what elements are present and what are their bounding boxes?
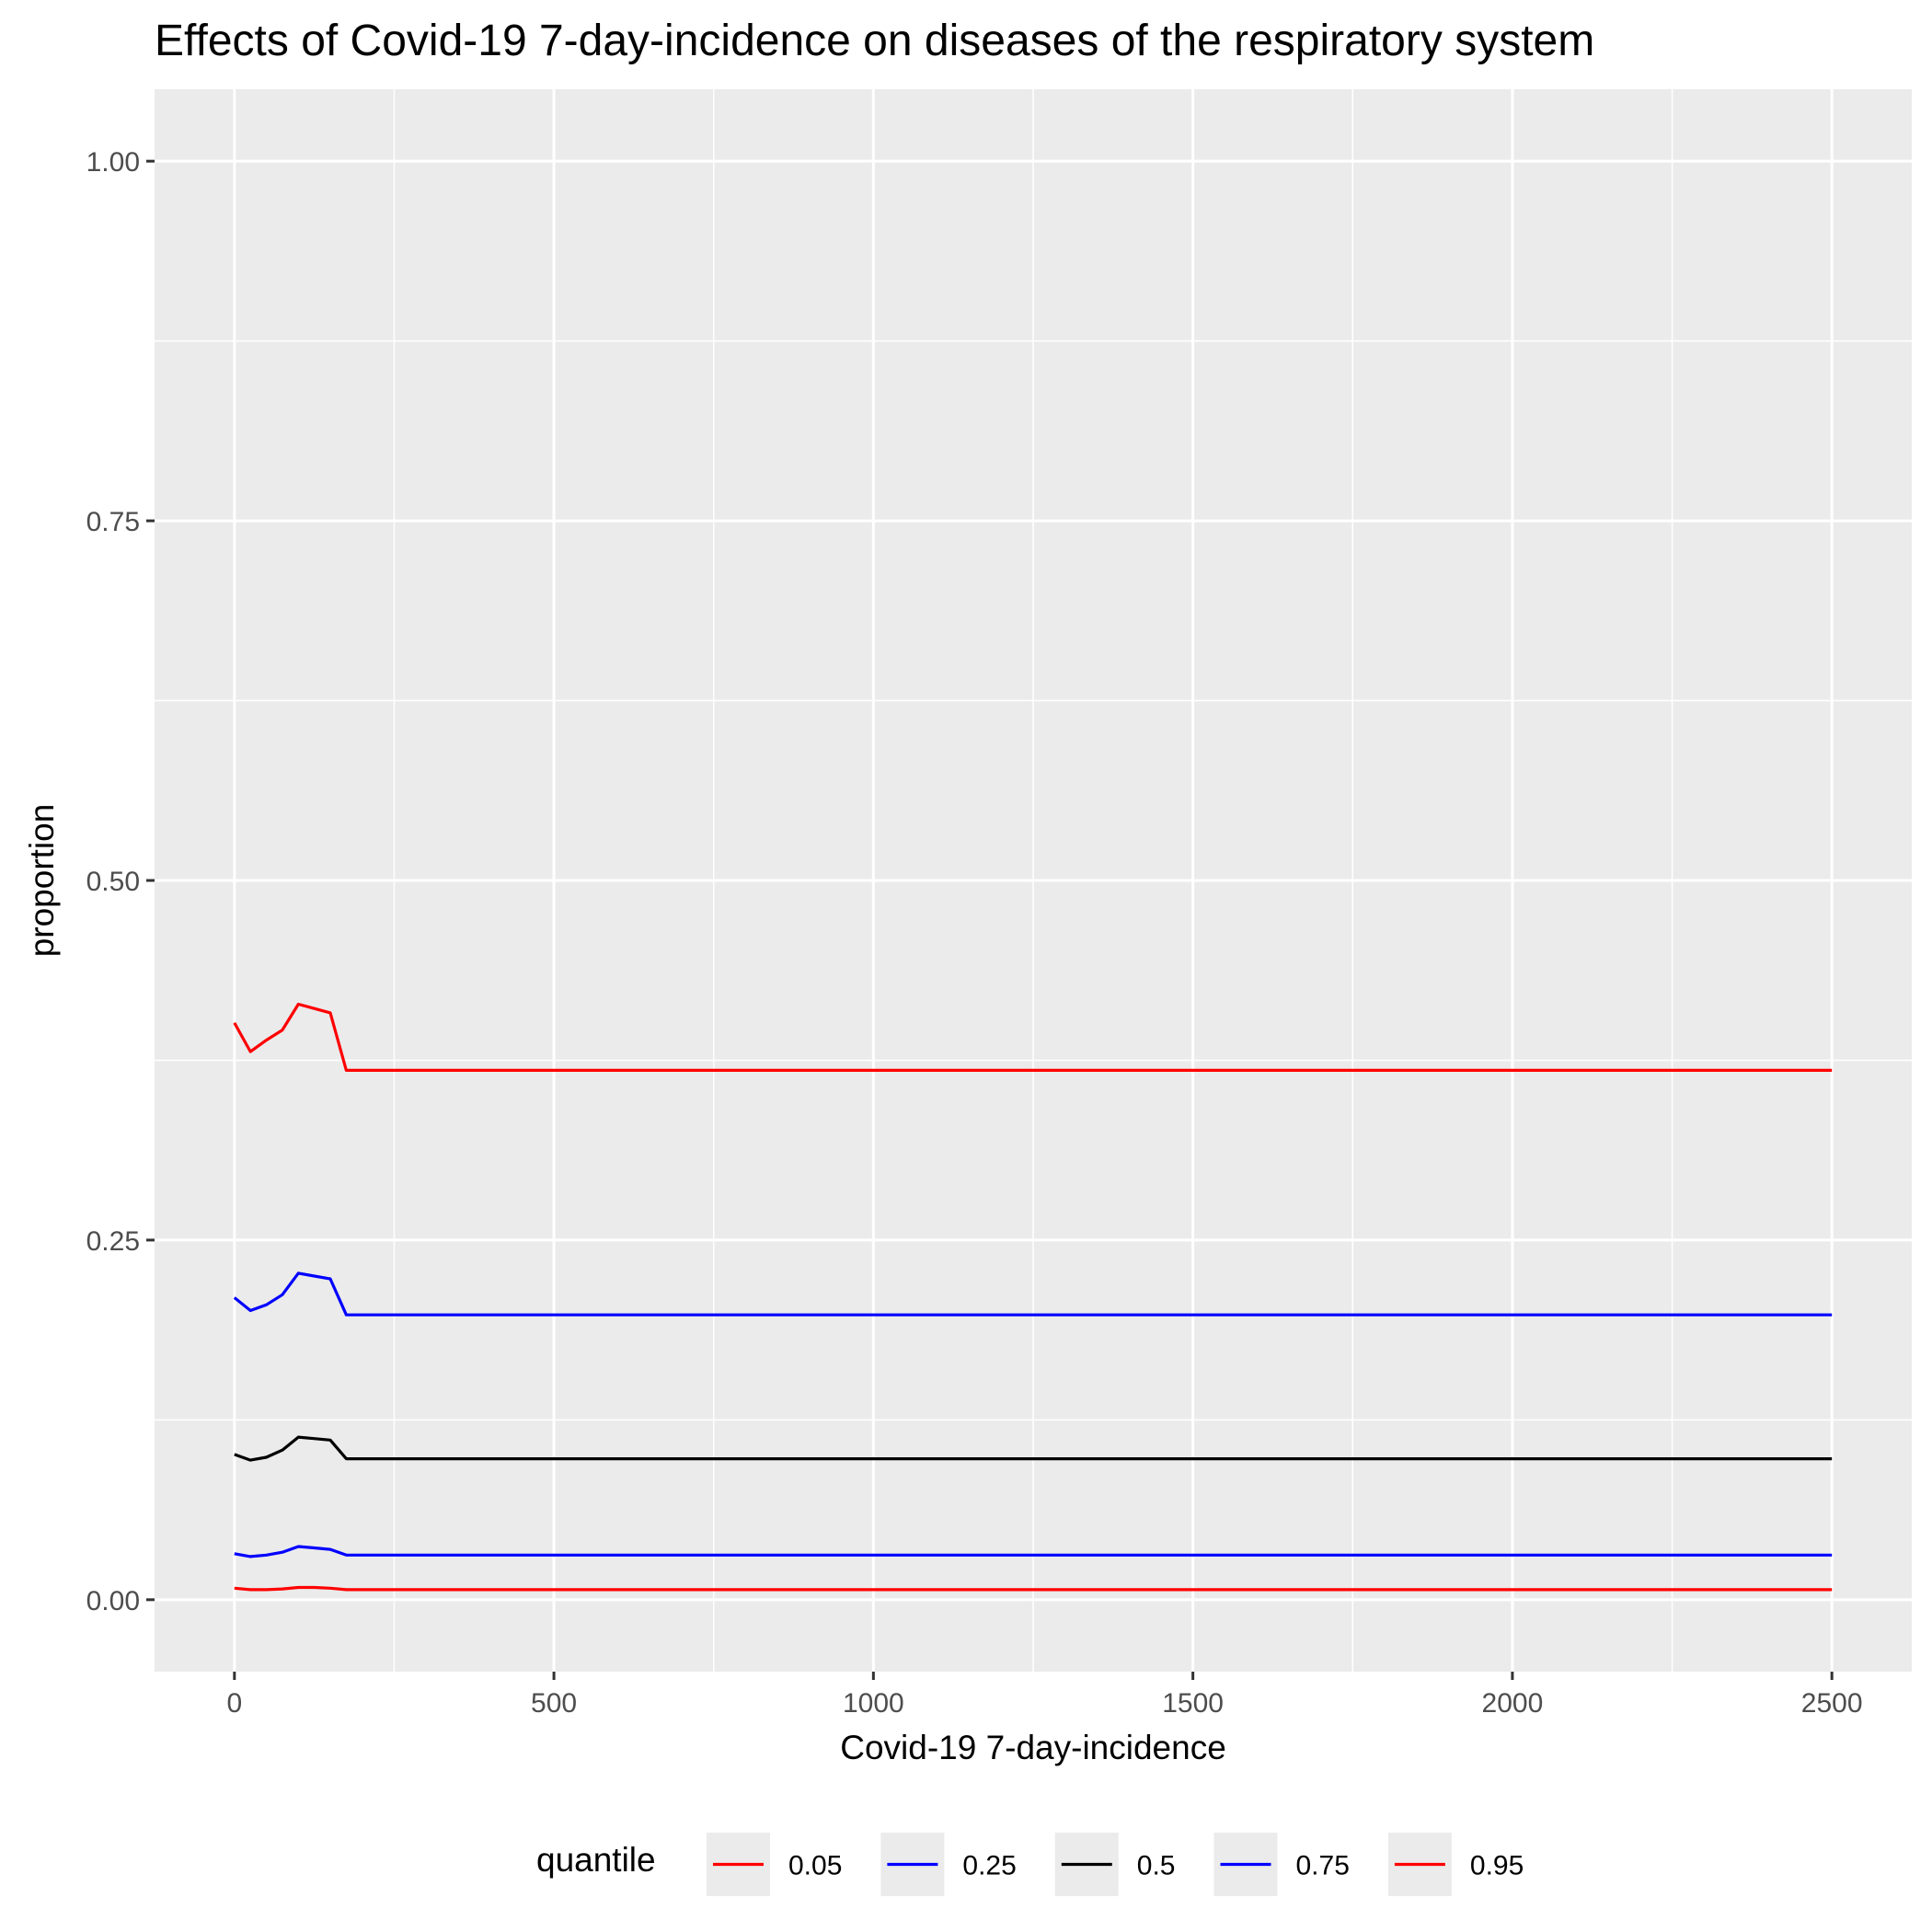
series-line-0.95 bbox=[233, 1002, 1833, 1073]
x-tick-label: 2000 bbox=[1482, 1688, 1544, 1719]
legend-label: 0.25 bbox=[962, 1851, 1016, 1881]
legend-item-0.5: 0.5 bbox=[1054, 1833, 1176, 1896]
y-tick-label: 0.00 bbox=[86, 1586, 140, 1616]
y-tick-label: 0.50 bbox=[86, 867, 140, 897]
chart-title: Effects of Covid-19 7-day-incidence on d… bbox=[155, 17, 1594, 65]
series-line-0.05 bbox=[234, 1585, 1833, 1592]
series-line-0.75 bbox=[233, 1271, 1833, 1317]
x-axis: 0 500 1000 1500 2000 2500 bbox=[226, 1672, 1863, 1719]
legend-item-0.05: 0.05 bbox=[707, 1833, 842, 1896]
x-axis-title: Covid-19 7-day-incidence bbox=[840, 1729, 1226, 1766]
y-tick-label: 0.75 bbox=[86, 507, 140, 537]
series-line-0.25 bbox=[234, 1545, 1833, 1558]
legend-label: 0.75 bbox=[1296, 1851, 1350, 1881]
legend-label: 0.95 bbox=[1470, 1851, 1524, 1881]
x-tick-label: 1500 bbox=[1162, 1688, 1224, 1719]
x-tick-label: 1000 bbox=[843, 1688, 904, 1719]
x-tick-label: 500 bbox=[531, 1688, 577, 1719]
y-axis: 0.00 0.25 0.50 0.75 1.00 bbox=[86, 147, 155, 1616]
legend-item-0.95: 0.95 bbox=[1387, 1833, 1524, 1896]
legend-item-0.25: 0.25 bbox=[880, 1833, 1017, 1896]
legend-item-0.75: 0.75 bbox=[1213, 1833, 1350, 1896]
x-tick-label: 0 bbox=[226, 1688, 242, 1719]
x-tick-label: 2500 bbox=[1801, 1688, 1863, 1719]
series-lines bbox=[233, 1002, 1833, 1592]
legend-label: 0.05 bbox=[788, 1851, 842, 1881]
y-axis-title: proportion bbox=[23, 804, 61, 958]
y-tick-label: 1.00 bbox=[86, 147, 140, 178]
grid-major bbox=[155, 89, 1912, 1672]
legend-label: 0.5 bbox=[1137, 1851, 1176, 1881]
legend: quantile 0.05 0.25 0.5 0.75 0.95 bbox=[536, 1833, 1524, 1896]
legend-title: quantile bbox=[536, 1841, 656, 1879]
y-tick-label: 0.25 bbox=[86, 1226, 140, 1257]
series-line-0.5 bbox=[234, 1435, 1833, 1462]
